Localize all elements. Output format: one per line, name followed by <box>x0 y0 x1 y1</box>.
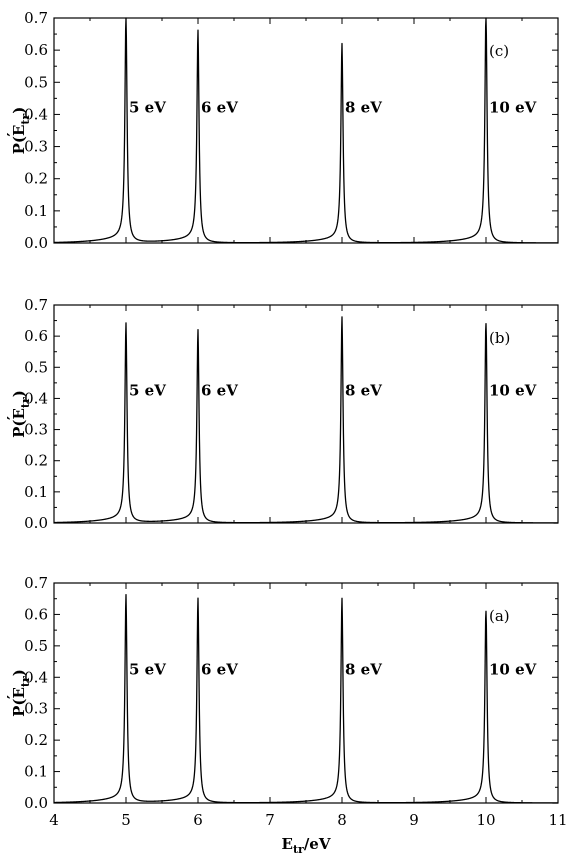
y-tick-label: 0.7 <box>24 296 48 314</box>
y-tick-label: 0.4 <box>24 668 48 686</box>
peak-label: 10 eV <box>489 99 537 117</box>
peak-label: 5 eV <box>129 382 166 400</box>
y-axis-label-close: ) <box>10 107 28 114</box>
y-tick-label: 0.5 <box>24 637 48 655</box>
y-tick-label: 0.1 <box>24 483 48 501</box>
series-line <box>53 17 559 244</box>
chart-panel-a: 0.0 0.1 0.2 0.3 0.4 0.5 0.6 0.7 4 5 6 7 8 9 10 11 5 eV 6 … <box>4 574 566 856</box>
y-axis-label-main: P(E <box>10 125 28 155</box>
y-tick-label: 0.7 <box>24 574 48 592</box>
y-tick-label: 0.0 <box>24 794 48 812</box>
y-tick-label: 0.5 <box>24 73 48 91</box>
series-line <box>53 316 559 524</box>
panel-label: (c) <box>489 42 509 60</box>
y-axis-prime: ′ <box>4 133 22 137</box>
panel-label: (b) <box>489 329 510 347</box>
x-tick-label: 5 <box>121 811 131 829</box>
x-tick-label: 4 <box>49 811 59 829</box>
chart-panel-b: 0.0 0.1 0.2 0.3 0.4 0.5 0.6 0.7 5 eV 6 eV 8 eV 10 e… <box>4 296 559 532</box>
y-axis-label-main: P(E <box>10 408 28 438</box>
peak-label: 6 eV <box>201 661 238 679</box>
peak-label: 8 eV <box>345 382 382 400</box>
peak-label: 8 eV <box>345 661 382 679</box>
y-axis-label: P(Etr) <box>10 390 32 438</box>
y-tick-label: 0.0 <box>24 514 48 532</box>
panel-label: (a) <box>489 607 510 625</box>
peak-label: 6 eV <box>201 382 238 400</box>
y-tick-label: 0.3 <box>24 700 48 718</box>
x-axis-label-main: E <box>282 835 293 853</box>
x-tick-label: 7 <box>265 811 275 829</box>
y-tick-label: 0.3 <box>24 138 48 156</box>
y-tick-label: 0.4 <box>24 389 48 407</box>
x-tick-label: 10 <box>476 811 495 829</box>
x-tick-label: 6 <box>193 811 203 829</box>
y-tick-label: 0.5 <box>24 358 48 376</box>
y-axis-label: P(Etr) <box>10 669 32 717</box>
y-tick-label: 0.7 <box>24 9 48 27</box>
x-axis-label: Etr/eV <box>282 835 331 856</box>
peak-label: 10 eV <box>489 382 537 400</box>
series-line <box>53 593 559 804</box>
peak-label: 6 eV <box>201 99 238 117</box>
x-tick-label: 11 <box>548 811 566 829</box>
y-tick-label: 0.1 <box>24 763 48 781</box>
x-tick-label: 8 <box>337 811 347 829</box>
y-axis-label-main: P(E <box>10 687 28 717</box>
y-tick-label: 0.6 <box>24 605 48 623</box>
x-tick-label: 9 <box>409 811 419 829</box>
x-axis-label-rest: /eV <box>304 835 331 853</box>
y-tick-label: 0.2 <box>24 731 48 749</box>
y-axis-prime: ′ <box>4 416 22 420</box>
y-tick-label: 0.1 <box>24 202 48 220</box>
peak-label: 5 eV <box>129 99 166 117</box>
y-axis-label-sub: tr <box>19 114 32 125</box>
y-axis-label-sub: tr <box>19 397 32 408</box>
y-axis-label: P(Etr) <box>10 107 32 155</box>
y-tick-label: 0.6 <box>24 327 48 345</box>
peak-label: 8 eV <box>345 99 382 117</box>
y-tick-label: 0.4 <box>24 105 48 123</box>
peak-label: 10 eV <box>489 661 537 679</box>
y-axis-label-sub: tr <box>19 676 32 687</box>
y-axis-label-close: ) <box>10 669 28 676</box>
peak-label: 5 eV <box>129 661 166 679</box>
y-tick-label: 0.3 <box>24 421 48 439</box>
y-tick-label: 0.2 <box>24 170 48 188</box>
x-axis-label-sub: tr <box>293 843 304 856</box>
y-axis-prime: ′ <box>4 695 22 699</box>
y-tick-label: 0.2 <box>24 452 48 470</box>
y-tick-label: 0.0 <box>24 234 48 252</box>
y-tick-label: 0.6 <box>24 41 48 59</box>
y-axis-label-close: ) <box>10 390 28 397</box>
chart-panel-c: 0.0 0.1 0.2 0.3 0.4 0.5 0.6 0.7 5 eV 6 eV 8 eV 10 e… <box>4 9 559 252</box>
